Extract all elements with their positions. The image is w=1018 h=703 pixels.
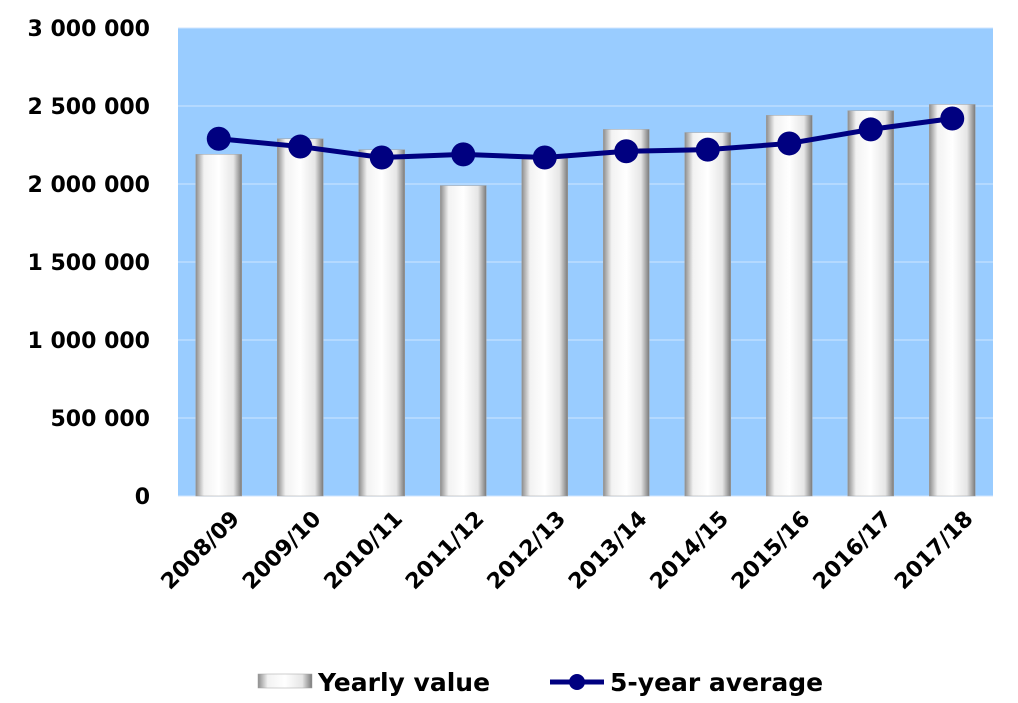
bar xyxy=(847,110,894,497)
marker xyxy=(532,145,557,170)
x-tick-label: 2016/17 xyxy=(809,507,897,595)
bar xyxy=(440,185,487,497)
x-tick-label: 2013/14 xyxy=(564,507,652,595)
y-tick-label: 2 500 000 xyxy=(28,95,150,120)
x-tick-label: 2011/12 xyxy=(401,507,489,595)
legend-label: Yearly value xyxy=(317,668,490,697)
bar xyxy=(277,138,324,497)
y-tick-label: 2 000 000 xyxy=(28,173,150,198)
x-tick-label: 2014/15 xyxy=(646,507,734,595)
line xyxy=(218,116,953,160)
marker xyxy=(451,142,476,167)
marker xyxy=(614,139,639,164)
marker xyxy=(777,131,802,156)
bar xyxy=(521,157,568,497)
legend-label: 5-year average xyxy=(610,668,823,697)
x-tick-label: 2010/11 xyxy=(320,507,408,595)
bar xyxy=(766,115,813,497)
y-tick-label: 500 000 xyxy=(50,407,150,432)
y-tick-label: 1 500 000 xyxy=(28,251,150,276)
marker xyxy=(940,106,965,131)
y-tick-label: 1 000 000 xyxy=(28,329,150,354)
legend-swatch xyxy=(257,673,313,689)
x-tick-label: 2012/13 xyxy=(483,507,571,595)
y-tick-label: 3 000 000 xyxy=(28,17,150,42)
bar xyxy=(195,154,242,497)
bar xyxy=(929,104,976,497)
y-tick-label: 0 xyxy=(135,485,150,510)
x-tick-label: 2009/10 xyxy=(238,507,326,595)
x-tick-label: 2017/18 xyxy=(890,507,978,595)
marker xyxy=(858,117,883,142)
x-tick-label: 2008/09 xyxy=(157,507,245,595)
marker xyxy=(695,137,720,162)
marker xyxy=(369,145,394,170)
legend-swatch xyxy=(569,674,585,690)
bar xyxy=(603,129,650,497)
marker xyxy=(206,126,231,151)
bar xyxy=(358,149,405,497)
x-tick-label: 2015/16 xyxy=(727,507,815,595)
bar xyxy=(684,132,731,497)
marker xyxy=(288,134,313,159)
